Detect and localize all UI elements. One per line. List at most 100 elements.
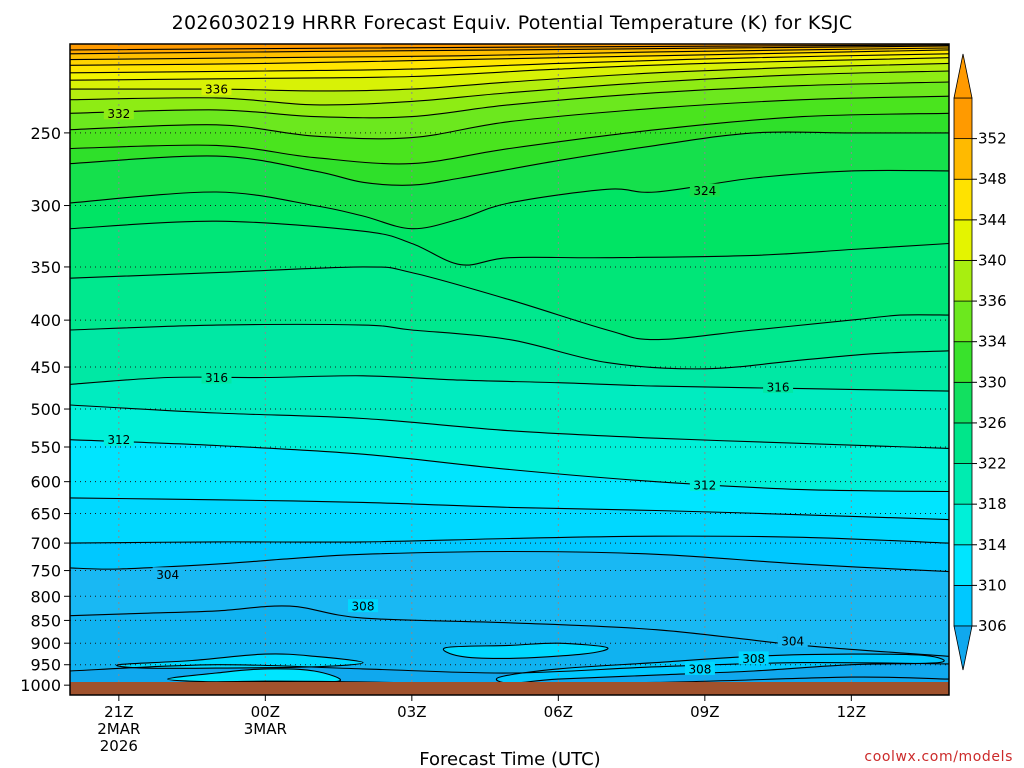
colorbar-tick-label: 306 — [978, 617, 1007, 635]
colorbar-segment — [953, 503, 973, 546]
contour-label: 332 — [107, 107, 130, 121]
isentrope-306 — [70, 550, 949, 573]
colorbar-segment — [953, 422, 973, 464]
contour-label-bg — [103, 432, 134, 446]
isentrope-334 — [70, 70, 949, 106]
y-tick-label: 650 — [30, 505, 61, 524]
y-tick-label: 550 — [30, 438, 61, 457]
colorbar-segment — [953, 544, 973, 586]
colorbar-tick-label: 340 — [978, 251, 1007, 269]
x-tick-label: 21Z — [104, 703, 133, 721]
contour-label: 316 — [205, 371, 228, 385]
contour-label-bg — [201, 370, 232, 384]
colorbar-tick-label: 352 — [978, 130, 1007, 148]
isentrope-310 — [70, 497, 949, 521]
x-tick-label: 2026 — [100, 737, 138, 755]
y-tick-label: 350 — [30, 258, 61, 277]
contour-label-bg — [103, 106, 134, 120]
x-tick-label: 09Z — [690, 703, 719, 721]
contour-labels: 336 332 324 316 316 312 312 304 308 304 308 308 — [103, 82, 808, 676]
colorbar-tick-label: 314 — [978, 536, 1007, 554]
credit-text: coolwx.com/models — [864, 749, 1013, 765]
isentrope-326 — [70, 131, 949, 186]
x-tick-label: 12Z — [837, 703, 866, 721]
isentrope-lines — [70, 44, 949, 686]
contour-label-bg — [152, 567, 183, 581]
colorbar-high-arrow — [953, 53, 973, 99]
isentrope-344 — [70, 47, 949, 61]
y-axis: 250 300 350 400 450 500 550 600 650 700 750 800 850 9… — [20, 124, 70, 695]
y-tick-label: 750 — [30, 562, 61, 581]
colorbar-segment — [953, 463, 973, 505]
colorbar: 306 310 314 318 322 326 330 334 336 340 344 348 352 — [953, 53, 1007, 671]
isentrope-322 — [70, 220, 949, 266]
isentrope-324 — [70, 169, 949, 230]
colorbar-tick-label: 348 — [978, 170, 1007, 188]
isentrope-328 — [70, 112, 949, 165]
isentrope-320 — [70, 266, 949, 341]
y-tick-label: 850 — [30, 611, 61, 630]
colorbar-tick-label: 318 — [978, 495, 1007, 513]
isentrope-302 — [70, 661, 949, 674]
colorbar-tick-label: 336 — [978, 292, 1007, 310]
contour-label: 312 — [107, 433, 130, 447]
isentrope-340 — [70, 53, 949, 74]
contour-label: 336 — [205, 83, 228, 97]
colorbar-segment — [953, 97, 973, 140]
contour-label: 308 — [742, 652, 765, 666]
x-tick-label: 00Z — [251, 703, 280, 721]
contour-label: 308 — [352, 600, 375, 614]
isentrope-318 — [70, 323, 949, 370]
contour-label: 308 — [688, 662, 711, 676]
y-tick-label: 450 — [30, 358, 61, 377]
pocket-fill-0 — [116, 653, 363, 669]
colorbar-tick-label: 330 — [978, 373, 1007, 391]
colorbar-segment — [953, 381, 973, 424]
ground — [70, 682, 949, 695]
theta-e-bands — [70, 44, 949, 686]
plot-area: 336 332 324 316 316 312 312 304 308 304 308 308 — [70, 44, 949, 695]
contour-label-bg — [689, 477, 720, 491]
isentrope-348 — [70, 44, 949, 51]
pocket-fill-3 — [496, 654, 945, 684]
isentrope-330 — [70, 95, 949, 140]
chart-title: 2026030219 HRRR Forecast Equiv. Potentia… — [172, 12, 853, 34]
contour-label: 304 — [781, 634, 804, 648]
colorbar-segment — [953, 178, 973, 221]
colorbar-tick-label: 326 — [978, 414, 1007, 432]
colorbar-segment — [953, 219, 973, 261]
y-tick-label: 600 — [30, 473, 61, 492]
y-tick-label: 800 — [30, 587, 61, 606]
contour-label: 312 — [693, 478, 716, 492]
gridlines — [70, 44, 949, 695]
x-tick-label: 03Z — [397, 703, 426, 721]
colorbar-segment — [953, 138, 973, 180]
colorbar-segment — [953, 300, 973, 343]
y-tick-label: 300 — [30, 197, 61, 216]
colorbar-segment — [953, 260, 973, 302]
colorbar-segment — [953, 584, 973, 627]
pocket-line-3 — [495, 653, 945, 684]
isentrope-338 — [70, 57, 949, 81]
y-tick-label: 700 — [30, 534, 61, 553]
isentrope-314 — [70, 404, 949, 449]
isentrope-346 — [70, 45, 949, 55]
x-tick-label: 3MAR — [244, 720, 287, 738]
colorbar-tick-label: 344 — [978, 211, 1007, 229]
y-tick-label: 500 — [30, 400, 61, 419]
x-axis-title: Forecast Time (UTC) — [419, 749, 600, 768]
y-tick-label: 950 — [30, 656, 61, 675]
pocket-line-2 — [442, 642, 609, 660]
contour-label: 304 — [156, 568, 179, 582]
isentrope-332 — [70, 81, 949, 119]
contour-label: 316 — [767, 380, 790, 394]
contour-label-bg — [777, 633, 808, 647]
isentrope-312 — [70, 439, 949, 493]
contour-label: 324 — [693, 184, 716, 198]
y-tick-label: 900 — [30, 634, 61, 653]
pocket-line-0 — [116, 653, 364, 669]
contour-label-bg — [201, 82, 232, 96]
colorbar-tick-label: 322 — [978, 455, 1007, 473]
